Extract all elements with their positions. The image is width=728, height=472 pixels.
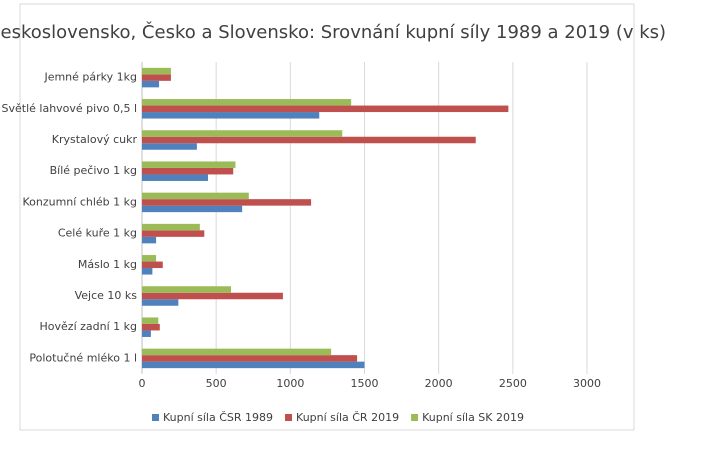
x-tick-label: 1000 — [276, 377, 304, 390]
bar — [142, 323, 160, 331]
bar — [142, 161, 236, 168]
x-tick-label: 0 — [139, 377, 146, 390]
bar — [142, 136, 476, 144]
legend-swatch — [411, 414, 419, 421]
y-tick-label: Celé kuře 1 kg — [58, 227, 137, 240]
bar — [142, 230, 205, 237]
y-tick-label: Jemné párky 1kg — [43, 71, 137, 84]
bar — [142, 236, 157, 244]
bar — [142, 112, 320, 119]
bar — [142, 130, 343, 137]
bar — [142, 174, 209, 181]
bar — [142, 355, 358, 362]
legend-label: Kupní síla ČSR 1989 — [163, 411, 273, 424]
bar — [142, 74, 171, 81]
bar — [142, 192, 249, 200]
legend-swatch — [152, 414, 159, 421]
x-tick-label: 3000 — [573, 377, 601, 390]
chart-title: Československo, Česko a Slovensko: Srovn… — [0, 21, 666, 43]
bar — [142, 299, 179, 306]
y-tick-label: Světlé lahvové pivo 0,5 l — [2, 102, 138, 115]
bar — [142, 317, 159, 324]
bar — [142, 348, 332, 356]
y-tick-label: Polotučné mléko 1 l — [29, 351, 137, 364]
x-tick-label: 2000 — [425, 377, 453, 390]
bar — [142, 286, 231, 293]
y-tick-label: Bílé pečivo 1 kg — [50, 164, 137, 177]
legend-swatch — [285, 414, 293, 421]
y-tick-label: Krystalový cukr — [52, 133, 138, 146]
y-tick-label: Máslo 1 kg — [78, 258, 137, 271]
bar — [142, 255, 157, 262]
y-tick-label: Vejce 10 ks — [75, 289, 138, 302]
x-tick-label: 2500 — [499, 377, 527, 390]
bar — [142, 268, 153, 275]
bar — [142, 205, 243, 213]
x-tick-label: 1500 — [351, 377, 379, 390]
bar — [142, 261, 163, 269]
bar — [142, 199, 312, 206]
y-tick-label: Konzumní chléb 1 kg — [22, 195, 137, 208]
bar — [142, 143, 197, 150]
bar — [142, 292, 283, 300]
bar — [142, 67, 171, 75]
y-tick-label: Hovězí zadní 1 kg — [40, 320, 137, 333]
x-tick-label: 500 — [206, 377, 227, 390]
bar — [142, 99, 352, 106]
bar — [142, 167, 234, 175]
bar — [142, 105, 509, 113]
bar — [142, 80, 160, 88]
bar — [142, 223, 200, 231]
bar — [142, 330, 151, 337]
bar — [142, 361, 365, 369]
legend-label: Kupní síla SK 2019 — [422, 411, 524, 424]
legend-label: Kupní síla ČR 2019 — [296, 411, 399, 424]
